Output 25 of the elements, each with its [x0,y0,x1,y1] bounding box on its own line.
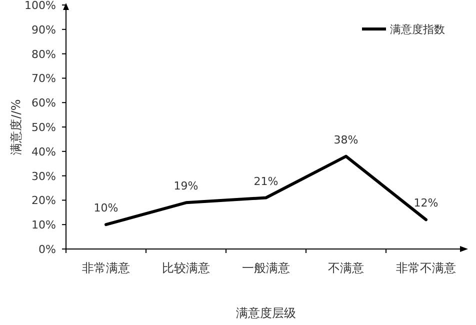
x-tick-label: 非常满意 [82,261,130,275]
y-tick-label: 80% [32,48,56,61]
data-label: 21% [254,174,278,188]
x-tick-label: 不满意 [328,261,364,275]
y-tick-label: 30% [32,170,56,183]
y-tick-label: 100% [24,0,56,12]
y-tick-label: 60% [32,96,56,110]
y-axis-title: 满意度//% [9,99,23,155]
y-tick-label: 0% [38,243,56,256]
x-tick-label: 非常不满意 [396,261,456,275]
x-tick-label: 一般满意 [242,261,290,275]
legend-label: 满意度指数 [390,23,445,36]
x-axis-title: 满意度层级 [236,306,296,320]
y-tick-label: 50% [32,121,56,134]
data-label: 38% [334,133,358,146]
legend: 满意度指数 [362,23,445,36]
x-tick-label: 比较满意 [162,261,210,275]
data-label: 19% [174,180,198,193]
y-tick-label: 40% [32,145,56,158]
y-tick-label: 90% [32,23,56,36]
y-tick-label: 10% [32,218,56,232]
data-label: 10% [94,202,118,215]
data-label: 12% [414,196,438,210]
y-tick-label: 20% [32,194,56,208]
y-tick-label: 70% [32,72,56,86]
